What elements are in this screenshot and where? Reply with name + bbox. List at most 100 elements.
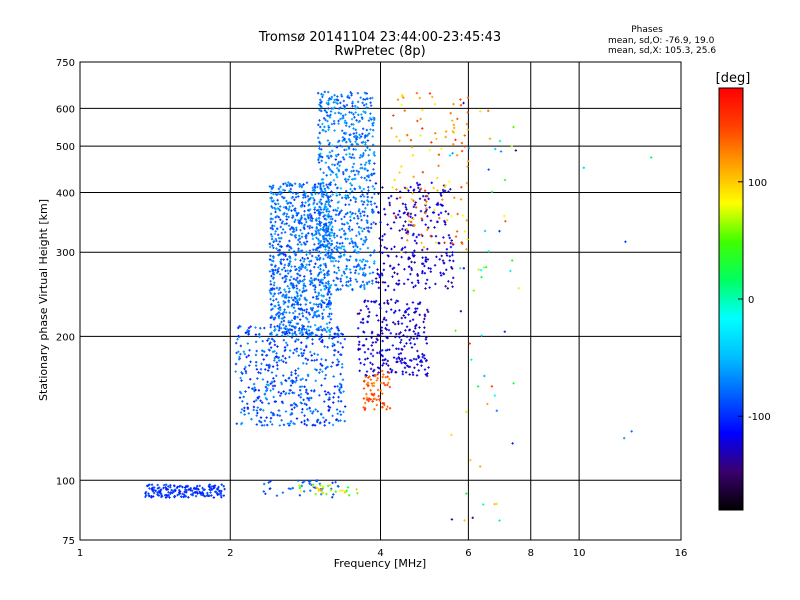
- data-point: [406, 239, 409, 242]
- data-point: [309, 325, 312, 329]
- data-point: [291, 311, 295, 315]
- data-point: [287, 207, 291, 211]
- data-point: [295, 284, 298, 287]
- data-point: [313, 323, 317, 327]
- data-point: [176, 485, 179, 489]
- data-point: [294, 333, 298, 337]
- data-point: [420, 241, 423, 245]
- data-point: [398, 309, 401, 312]
- data-point: [254, 388, 257, 392]
- data-point: [345, 153, 348, 156]
- data-point: [352, 132, 356, 135]
- data-point: [298, 297, 301, 300]
- data-point: [268, 364, 272, 368]
- data-point: [307, 204, 310, 207]
- data-point: [381, 281, 385, 284]
- data-point: [328, 406, 332, 409]
- data-point: [315, 310, 318, 313]
- data-point: [305, 310, 308, 314]
- data-point: [349, 219, 352, 222]
- data-point: [315, 222, 319, 226]
- data-point: [317, 123, 320, 127]
- data-point: [396, 272, 399, 276]
- data-point: [451, 119, 454, 122]
- data-point: [356, 327, 360, 330]
- data-point: [352, 196, 355, 199]
- data-point: [395, 255, 398, 258]
- data-point: [239, 411, 243, 414]
- data-point: [303, 227, 306, 231]
- data-point: [383, 207, 386, 211]
- data-point: [331, 423, 335, 427]
- data-point: [289, 384, 293, 387]
- data-point: [354, 104, 357, 108]
- data-point: [303, 402, 307, 406]
- data-point: [289, 190, 292, 194]
- data-point: [409, 223, 413, 227]
- data-point: [350, 94, 353, 97]
- data-point: [222, 494, 226, 497]
- data-point: [152, 491, 156, 495]
- data-point: [359, 135, 363, 138]
- data-point: [332, 336, 336, 339]
- data-point: [319, 98, 322, 102]
- data-point: [359, 163, 363, 166]
- data-point: [338, 382, 342, 386]
- data-point: [441, 198, 444, 201]
- data-point: [317, 231, 321, 235]
- data-point: [291, 298, 295, 302]
- data-point: [328, 205, 332, 208]
- data-point: [318, 233, 322, 237]
- data-point: [330, 365, 333, 368]
- data-point: [181, 492, 184, 496]
- data-point: [271, 350, 275, 354]
- data-point: [470, 358, 473, 361]
- data-point: [517, 286, 520, 290]
- data-point: [512, 125, 515, 129]
- data-point: [275, 298, 278, 301]
- data-point: [427, 197, 430, 201]
- data-point: [338, 164, 341, 167]
- data-point: [315, 368, 318, 372]
- data-point: [422, 331, 426, 334]
- data-point: [304, 303, 308, 306]
- data-point: [265, 354, 268, 357]
- data-point: [206, 491, 209, 495]
- data-point: [267, 369, 270, 372]
- data-point: [219, 491, 223, 495]
- data-point: [198, 490, 201, 494]
- data-point: [325, 183, 328, 186]
- data-point: [268, 185, 272, 188]
- data-point: [373, 187, 376, 191]
- data-point: [269, 280, 272, 283]
- data-point: [301, 331, 304, 334]
- data-point: [310, 219, 314, 223]
- data-point: [316, 297, 320, 300]
- data-point: [328, 246, 331, 250]
- data-point: [422, 194, 425, 198]
- data-point: [267, 337, 270, 340]
- data-point: [364, 141, 367, 144]
- data-point: [300, 205, 303, 208]
- data-point: [338, 228, 341, 232]
- data-point: [419, 117, 422, 121]
- data-point: [280, 191, 283, 195]
- data-point: [302, 190, 306, 193]
- data-point: [459, 198, 463, 201]
- data-point: [238, 358, 241, 361]
- data-point: [354, 200, 357, 203]
- data-point: [162, 483, 166, 487]
- data-point: [341, 222, 344, 226]
- data-point: [194, 494, 198, 498]
- data-point: [370, 222, 373, 226]
- data-point: [320, 270, 323, 274]
- data-point: [310, 232, 314, 236]
- data-point: [284, 311, 288, 314]
- data-point: [320, 358, 323, 361]
- data-point: [152, 489, 155, 492]
- data-point: [385, 362, 388, 366]
- data-point: [377, 286, 381, 290]
- data-point: [404, 316, 407, 319]
- data-point: [447, 212, 450, 216]
- data-point: [372, 168, 375, 171]
